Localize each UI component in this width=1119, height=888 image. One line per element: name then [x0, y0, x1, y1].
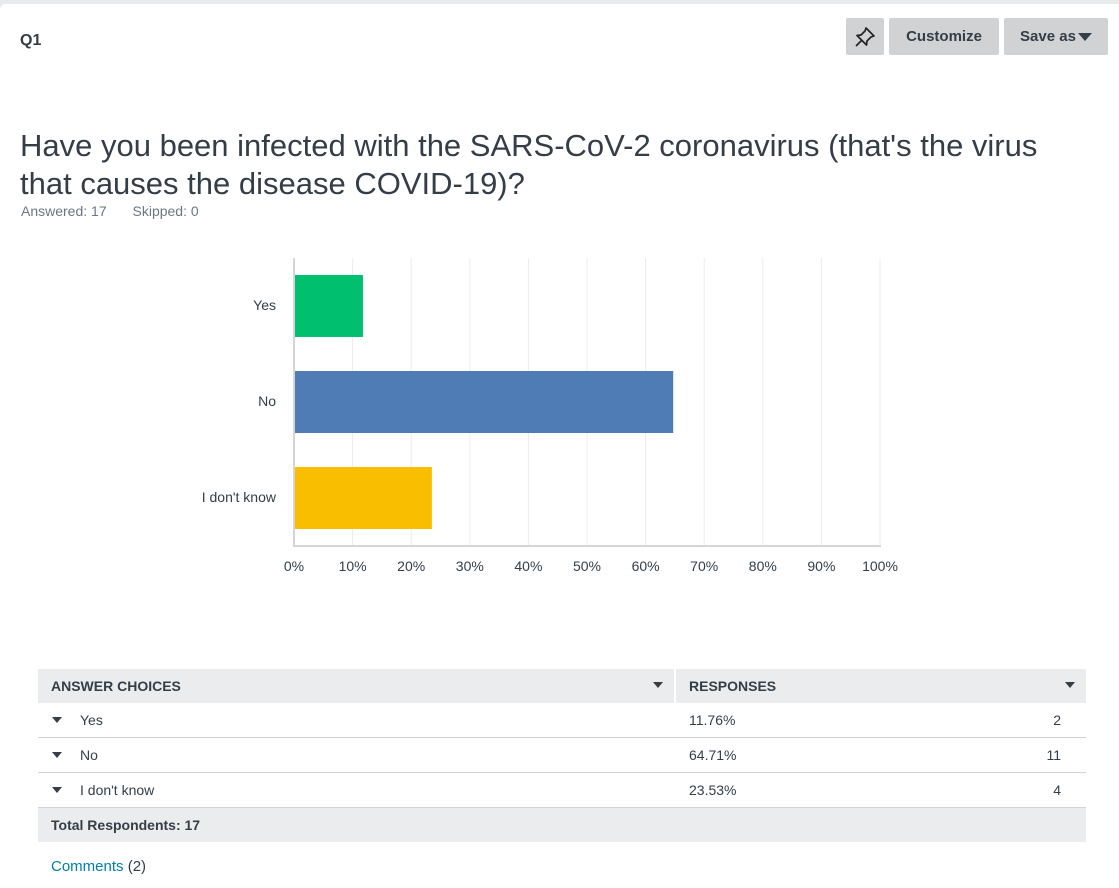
question-title: Have you been infected with the SARS-CoV…: [20, 127, 1038, 201]
expand-caret-icon[interactable]: [52, 717, 62, 723]
caret-down-icon: [1077, 33, 1092, 41]
response-count: 11: [1046, 747, 1061, 763]
question-number: Q1: [20, 32, 42, 49]
comments-link[interactable]: Comments: [51, 858, 124, 875]
table-row: I don't know 23.53% 4: [38, 773, 1086, 808]
answer-choice-label: No: [80, 747, 98, 763]
expand-caret-icon[interactable]: [52, 752, 62, 758]
question-stats: Answered: 17 Skipped: 0: [21, 203, 199, 219]
answer-choice-cell: No: [38, 747, 676, 763]
pin-button[interactable]: [846, 18, 884, 55]
answer-choices-header-label: ANSWER CHOICES: [51, 678, 181, 694]
answer-choice-label: I don't know: [80, 782, 155, 798]
table-header: ANSWER CHOICES RESPONSES: [38, 669, 1086, 703]
response-count: 2: [1053, 712, 1061, 728]
answer-choice-cell: I don't know: [38, 782, 676, 798]
comments-count: (2): [127, 858, 147, 875]
response-percent: 64.71%: [689, 747, 737, 763]
question-card: Q1 Customize Save as Have you been infec…: [0, 4, 1119, 888]
answer-choices-table: ANSWER CHOICES RESPONSES Yes 11.76% 2 No 64.…: [38, 669, 1086, 842]
expand-caret-icon[interactable]: [52, 787, 62, 793]
table-row: Yes 11.76% 2: [38, 703, 1086, 738]
sort-caret-icon[interactable]: [1065, 682, 1075, 688]
table-body: Yes 11.76% 2 No 64.71% 11 I don't know 23.53% 4: [38, 703, 1086, 808]
pushpin-icon: [855, 26, 875, 47]
question-toolbar: Customize Save as: [846, 18, 1108, 55]
save-as-button[interactable]: Save as: [1004, 18, 1108, 55]
sort-caret-icon[interactable]: [653, 682, 663, 688]
save-as-label: Save as: [1020, 28, 1076, 45]
response-count: 4: [1053, 782, 1061, 798]
total-respondents: Total Respondents: 17: [38, 808, 1086, 842]
answered-count: Answered: 17: [21, 203, 107, 219]
answer-choices-header[interactable]: ANSWER CHOICES: [38, 669, 674, 703]
answer-choice-label: Yes: [80, 712, 103, 728]
answer-choice-cell: Yes: [38, 712, 676, 728]
responses-header[interactable]: RESPONSES: [676, 669, 1086, 703]
responses-header-label: RESPONSES: [689, 678, 777, 694]
comments: Comments (2): [51, 858, 146, 875]
response-percent: 23.53%: [689, 782, 737, 798]
skipped-count: Skipped: 0: [132, 203, 199, 219]
response-percent: 11.76%: [689, 712, 736, 728]
customize-button[interactable]: Customize: [889, 18, 999, 55]
table-row: No 64.71% 11: [38, 738, 1086, 773]
